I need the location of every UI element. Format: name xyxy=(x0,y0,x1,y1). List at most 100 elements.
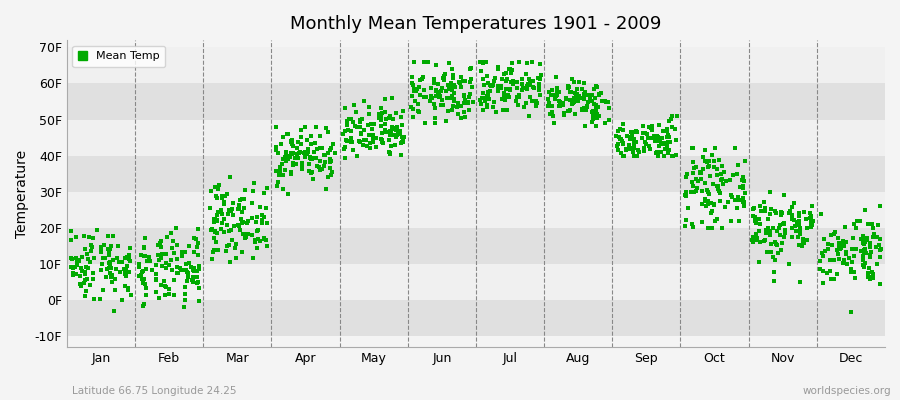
Point xyxy=(499,86,513,92)
Point xyxy=(304,156,319,162)
Point xyxy=(758,208,772,214)
Point xyxy=(763,232,778,238)
Point xyxy=(396,139,410,145)
Point xyxy=(629,128,643,134)
Point xyxy=(378,108,392,115)
Point xyxy=(821,246,835,253)
Point xyxy=(567,90,581,97)
Point xyxy=(417,94,431,100)
Point xyxy=(161,291,176,298)
Point xyxy=(154,244,168,250)
Point xyxy=(159,260,174,266)
Point xyxy=(626,128,640,135)
Point xyxy=(770,250,785,256)
Point xyxy=(284,149,299,156)
Point xyxy=(207,219,221,225)
Point xyxy=(856,262,870,268)
Point xyxy=(423,95,437,101)
Point xyxy=(94,249,108,256)
Point xyxy=(309,124,323,130)
Point xyxy=(694,170,708,176)
Point xyxy=(856,253,870,260)
Point xyxy=(488,75,502,82)
Point xyxy=(567,94,581,101)
Point xyxy=(435,97,449,103)
Point xyxy=(109,266,123,273)
Point xyxy=(580,104,594,110)
Point xyxy=(236,231,250,238)
Point xyxy=(670,113,684,119)
Point xyxy=(347,102,362,108)
Point xyxy=(231,222,246,228)
Point xyxy=(651,134,665,140)
Point xyxy=(76,233,91,239)
Point xyxy=(446,103,460,109)
Point xyxy=(442,60,456,66)
Point xyxy=(700,198,715,204)
Point xyxy=(341,127,356,133)
Point xyxy=(745,237,760,244)
Point xyxy=(571,95,585,102)
Point xyxy=(64,236,78,243)
Point xyxy=(84,248,98,254)
Point xyxy=(407,86,421,92)
Point xyxy=(862,244,877,250)
Point xyxy=(497,71,511,77)
Point xyxy=(273,164,287,171)
Point xyxy=(290,145,304,152)
Point xyxy=(481,94,495,100)
Point xyxy=(181,270,195,276)
Point xyxy=(169,225,184,231)
Point xyxy=(98,274,112,280)
Point xyxy=(636,130,651,136)
Point xyxy=(420,58,435,65)
Point xyxy=(637,147,652,154)
Point xyxy=(75,254,89,260)
Point xyxy=(68,255,83,262)
Point xyxy=(87,296,102,303)
Point xyxy=(439,118,454,124)
Point xyxy=(325,168,339,175)
Point xyxy=(376,140,391,146)
Point xyxy=(611,134,625,140)
Point xyxy=(557,110,572,116)
Point xyxy=(868,244,883,250)
Point xyxy=(476,60,491,66)
Point xyxy=(695,188,709,195)
Point xyxy=(654,141,669,148)
Point xyxy=(703,173,717,180)
Point xyxy=(235,196,249,203)
Point xyxy=(391,128,405,134)
Point xyxy=(748,217,762,224)
Point xyxy=(374,123,388,129)
Point xyxy=(136,302,150,309)
Point xyxy=(64,228,78,234)
Point xyxy=(66,272,80,278)
Point xyxy=(860,235,875,242)
Point xyxy=(561,85,575,92)
Point xyxy=(562,96,577,103)
Point xyxy=(411,109,426,116)
Point xyxy=(278,152,293,159)
Point xyxy=(259,205,274,211)
Point xyxy=(632,148,646,155)
Point xyxy=(554,100,568,107)
Point xyxy=(837,257,851,263)
Point xyxy=(849,225,863,232)
Point xyxy=(610,127,625,134)
Point xyxy=(236,219,250,226)
Point xyxy=(493,83,508,90)
Point xyxy=(452,78,466,85)
Point xyxy=(191,226,205,232)
Point xyxy=(432,92,446,99)
Point xyxy=(770,210,784,216)
Point xyxy=(406,114,420,120)
Point xyxy=(439,88,454,94)
Point xyxy=(546,120,561,126)
Point xyxy=(294,160,309,166)
Point xyxy=(465,98,480,105)
Point xyxy=(186,279,201,285)
Point xyxy=(711,185,725,192)
Point xyxy=(428,88,443,94)
Point xyxy=(441,108,455,114)
